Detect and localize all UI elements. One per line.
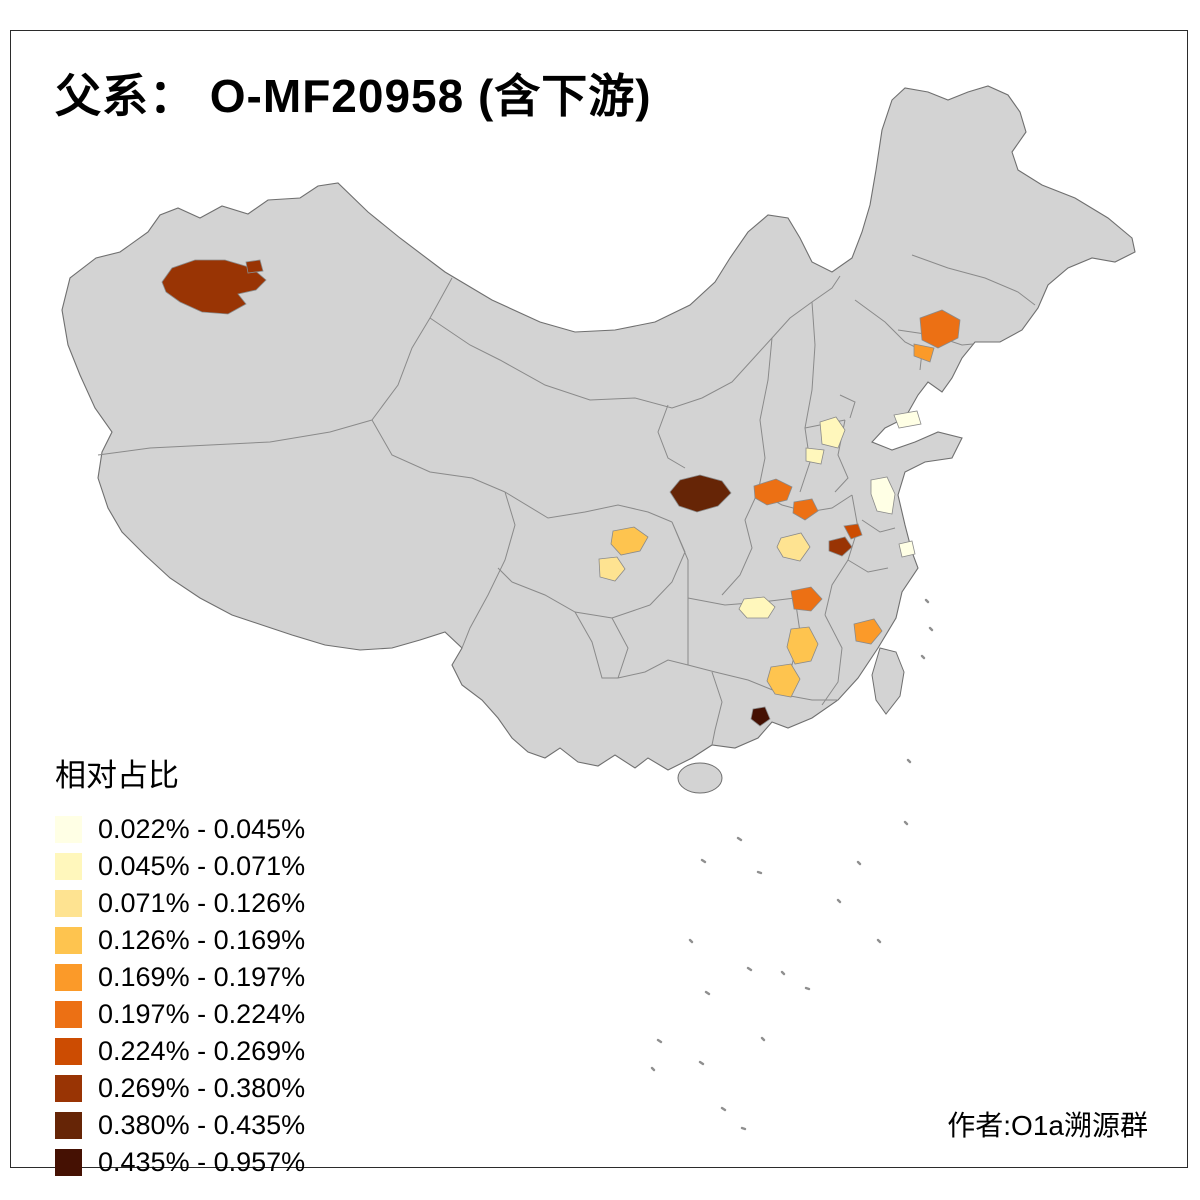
- legend-row: 0.224% - 0.269%: [55, 1033, 305, 1070]
- legend-swatch: [55, 853, 82, 880]
- china-mainland: [61, 85, 1136, 771]
- region-guangdong-north: [766, 663, 801, 698]
- region-west-xinjiang-large: [161, 259, 267, 315]
- legend-label: 0.269% - 0.380%: [98, 1073, 306, 1103]
- legend-row: 0.435% - 0.957%: [55, 1144, 305, 1181]
- legend-row: 0.126% - 0.169%: [55, 922, 305, 959]
- legend-label: 0.169% - 0.197%: [98, 962, 306, 992]
- legend-label: 0.022% - 0.045%: [98, 814, 306, 844]
- region-hebei-central: [819, 416, 846, 449]
- legend-label: 0.224% - 0.269%: [98, 1036, 306, 1066]
- legend-row: 0.380% - 0.435%: [55, 1107, 305, 1144]
- legend-swatch: [55, 927, 82, 954]
- taiwan-island: [871, 647, 905, 715]
- legend-row: 0.197% - 0.224%: [55, 996, 305, 1033]
- legend-swatch: [55, 1149, 82, 1176]
- region-anhui-east-orange: [843, 523, 863, 540]
- region-anhui-central-dark: [828, 536, 853, 557]
- legend-title: 相对占比: [55, 758, 179, 793]
- region-henan-southeast: [792, 498, 819, 521]
- legend-swatch: [55, 1001, 82, 1028]
- region-jiangsu-south-pale: [898, 540, 916, 558]
- region-henan-west: [753, 478, 793, 506]
- legend-label: 0.045% - 0.071%: [98, 851, 306, 881]
- legend-row: 0.045% - 0.071%: [55, 848, 305, 885]
- region-hubei-central: [776, 532, 811, 562]
- legend-row: 0.022% - 0.045%: [55, 811, 305, 848]
- region-guangdong-pearl-dark: [750, 706, 771, 727]
- legend-label: 0.197% - 0.224%: [98, 999, 306, 1029]
- legend-row: 0.269% - 0.380%: [55, 1070, 305, 1107]
- region-gansu-shaanxi-dark: [669, 474, 732, 513]
- legend-row: 0.071% - 0.126%: [55, 885, 305, 922]
- legend: 相对占比 0.022% - 0.045% 0.045% - 0.071% 0.0…: [55, 750, 305, 1181]
- region-hunan-northeast: [790, 586, 823, 612]
- region-chengdu-area: [598, 556, 626, 582]
- region-west-xinjiang-small: [245, 259, 264, 274]
- hainan-island: [677, 762, 723, 794]
- legend-swatch: [55, 816, 82, 843]
- region-fujian-coast: [853, 618, 883, 645]
- region-shandong-north-coast: [893, 410, 922, 429]
- author-credit: 作者:O1a溯源群: [947, 1110, 1148, 1141]
- region-liaoning-central: [919, 309, 961, 349]
- legend-label: 0.071% - 0.126%: [98, 888, 306, 918]
- legend-swatch: [55, 1112, 82, 1139]
- legend-label: 0.126% - 0.169%: [98, 925, 306, 955]
- region-liaoning-south: [913, 343, 935, 363]
- legend-label: 0.435% - 0.957%: [98, 1147, 306, 1177]
- page-title: 父系： O-MF20958 (含下游): [55, 70, 652, 122]
- legend-swatch: [55, 890, 82, 917]
- region-sichuan-northeast: [610, 526, 649, 556]
- legend-row: 0.169% - 0.197%: [55, 959, 305, 996]
- region-shanxi-southeast: [805, 447, 825, 465]
- legend-swatch: [55, 1038, 82, 1065]
- region-jiangsu-north-pale: [870, 476, 896, 515]
- south-china-sea-islets: [650, 598, 934, 1131]
- region-jiangxi-central: [786, 626, 819, 665]
- legend-swatch: [55, 964, 82, 991]
- region-chongqing-west-pale: [738, 596, 776, 619]
- legend-label: 0.380% - 0.435%: [98, 1110, 306, 1140]
- plot-border: [10, 30, 1188, 1168]
- legend-swatch: [55, 1075, 82, 1102]
